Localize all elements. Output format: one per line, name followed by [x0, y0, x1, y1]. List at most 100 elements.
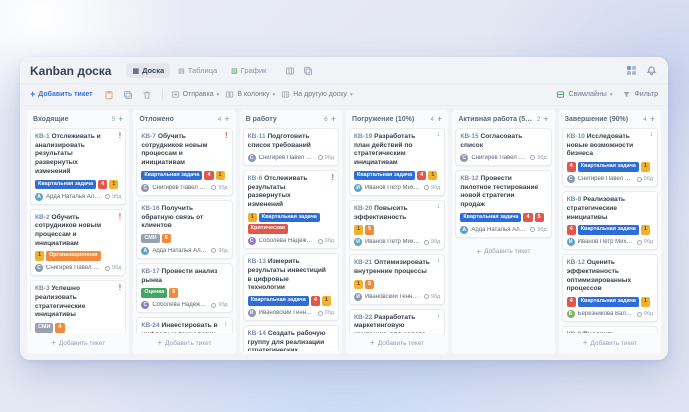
card-header: КВ-1 Отслеживать и анализировать результ… — [35, 133, 121, 177]
column-title: В работу — [245, 116, 277, 123]
kanban-card[interactable]: КВ-12 Оценить эффективность оптимизирова… — [561, 254, 658, 323]
layout-button[interactable] — [625, 64, 638, 77]
card-labels: 4 Квартальная задача 1 — [566, 297, 653, 307]
tab-board[interactable]: ▦ Доска — [126, 63, 171, 78]
kanban-card[interactable]: КВ-6 Отслеживать результаты развернутых … — [242, 169, 339, 250]
filter-button[interactable]: Фильтр — [622, 90, 658, 99]
card-labels: 1 Квартальная задача Критическая — [247, 212, 334, 234]
delete-button[interactable] — [141, 88, 154, 101]
header-mini-buttons — [283, 64, 314, 77]
card-id: КВ-11 — [247, 133, 266, 140]
add-card-button[interactable]: + — [118, 114, 124, 124]
chevron-down-icon: ▾ — [216, 91, 220, 98]
card-meta: 9бд — [636, 311, 653, 317]
avatar: Б — [566, 310, 575, 319]
card-header: КВ-12 Провести пилотное тестирование нов… — [460, 175, 546, 210]
clock-icon — [423, 239, 429, 245]
label-badge: 1 — [35, 251, 45, 261]
kanban-card[interactable]: КВ-16 Получить обратную связь от клиенто… — [136, 199, 233, 259]
view-tabs: ▦ Доска ▤ Таблица ▨ График — [126, 63, 272, 78]
label-badge: 4 — [204, 170, 214, 181]
card-header: КВ-8 Реализовать стратегические инициати… — [567, 196, 653, 222]
add-ticket-link[interactable]: + Добавить тикет — [455, 242, 551, 260]
to-other-board-menu[interactable]: На другую доску ▾ — [281, 90, 353, 99]
to-column-menu[interactable]: В колонку ▾ — [225, 90, 275, 99]
card-meta: 9бд — [211, 247, 228, 254]
kanban-card[interactable]: КВ-11 Подготовить список требований С Сниг… — [242, 128, 339, 166]
add-card-button[interactable]: + — [437, 114, 443, 124]
toolbar-right: Свимлайны ▾ Фильтр — [556, 90, 658, 99]
priority-high-icon: ! — [118, 283, 122, 293]
card-id: КВ-6 — [247, 174, 263, 182]
add-card-button[interactable]: + — [543, 114, 549, 124]
kanban-card[interactable]: КВ-2 Обучить сотрудников новым процессам… — [30, 208, 127, 277]
swimlanes-label: Свимлайны — [568, 91, 607, 98]
board-column: Отложено 4 + КВ-7 Обучить сотрудников новым… — [133, 110, 236, 354]
send-menu[interactable]: Отправка ▾ — [171, 90, 220, 99]
add-ticket-link[interactable]: + Добавить тикет — [562, 333, 658, 351]
kanban-card[interactable]: КВ-17 Провести анализ рынка Оценка 5 С Собол… — [136, 262, 233, 314]
kanban-card[interactable]: КВ-9 Внедрить оптимизированные процессы5… — [561, 326, 658, 333]
add-ticket-link[interactable]: + Добавить тикет — [136, 333, 232, 351]
swimlanes-menu[interactable]: Свимлайны ▾ — [556, 90, 612, 99]
tab-chart[interactable]: ▨ График — [225, 63, 272, 78]
label-badge: 1 — [109, 179, 119, 190]
add-card-button[interactable]: + — [649, 114, 655, 124]
kanban-card[interactable]: КВ-14 Создать рабочую группу для реализа… — [242, 325, 339, 351]
assignee-name: Иванов Петр Михайлович — [364, 239, 421, 246]
kanban-card[interactable]: КВ-12 Провести пилотное тестирование нов… — [455, 169, 552, 238]
add-ticket-link[interactable]: + Добавить тикет — [349, 333, 445, 351]
paste-button[interactable] — [103, 88, 116, 101]
plus-icon: + — [30, 89, 36, 99]
card-labels: 4 Квартальная задача 1 — [566, 225, 653, 235]
card-meta: 9бд — [636, 239, 653, 245]
kanban-card[interactable]: КВ-22 Разработать маркетинговую кампанию… — [348, 308, 446, 333]
card-list: КВ-15 Согласовать список С Снигирев Павел … — [455, 128, 552, 242]
tab-table[interactable]: ▤ Таблица — [172, 63, 223, 78]
kanban-card[interactable]: КВ-19 Разработать план действий по страт… — [348, 128, 446, 196]
add-card-button[interactable]: + — [330, 114, 336, 124]
card-header: КВ-21 Оптимизировать внутренние процессы — [354, 259, 440, 276]
add-ticket-button[interactable]: + Добавить тикет — [30, 90, 93, 99]
column-title: Отложено — [139, 116, 174, 123]
add-card-button[interactable]: + — [224, 114, 230, 124]
kanban-card[interactable]: КВ-20 Повысить эффективность ↓ 1 5 И Иванов П… — [348, 199, 446, 251]
time-in-column: 9бд — [218, 247, 228, 254]
kanban-card[interactable]: КВ-15 Согласовать список С Снигирев Павел … — [455, 128, 552, 166]
card-id: КВ-7 — [141, 133, 156, 140]
label-badge: Критическая — [247, 224, 289, 234]
assignee-name: Арда Наталья Алексеевна — [152, 247, 209, 254]
label-badge: Квартальная задача — [35, 179, 97, 190]
board-column: Завершение (90%) 4 + КВ-10 Исследовать новы… — [558, 110, 661, 354]
card-id: КВ-14 — [247, 330, 266, 338]
to-column-menu-label: В колонку — [237, 91, 270, 98]
kanban-card[interactable]: КВ-1 Отслеживать и анализировать результ… — [30, 128, 127, 205]
kanban-card[interactable]: КВ-7 Обучить сотрудников новым процессам… — [136, 128, 233, 196]
card-header: КВ-19 Разработать план действий по страт… — [354, 133, 440, 168]
kanban-card[interactable]: КВ-10 Исследовать новые возможности бизн… — [561, 128, 658, 188]
column-count: 4 — [217, 116, 222, 123]
assignee-name: Снигирев Павел Владимирович — [152, 184, 208, 191]
card-title: Отслеживать результаты развернутых измен… — [247, 174, 308, 209]
clock-icon — [636, 239, 642, 245]
board-settings-button[interactable] — [283, 64, 296, 77]
table-icon: ▤ — [178, 67, 185, 75]
add-ticket-link[interactable]: + Добавить тикет — [30, 333, 126, 351]
kanban-card[interactable]: КВ-8 Реализовать стратегические инициати… — [561, 191, 658, 251]
card-header: КВ-13 Измерить результаты инвестиций в ц… — [248, 258, 334, 293]
card-header: КВ-14 Создать рабочую группу для реализа… — [248, 330, 334, 351]
notifications-button[interactable] — [645, 64, 658, 77]
card-title: Подготовить список требований — [247, 133, 311, 149]
card-title: Разработать маркетинговую кампанию для н… — [353, 313, 426, 333]
card-title: Получить обратную связь от клиентов — [141, 204, 204, 230]
kanban-card[interactable]: КВ-3 Успешно реализовать стратегические … — [30, 280, 127, 333]
copy-board-button[interactable] — [301, 64, 314, 77]
duplicate-button[interactable] — [122, 88, 135, 101]
kanban-card[interactable]: КВ-21 Оптимизировать внутренние процессы… — [348, 254, 446, 305]
kanban-card[interactable]: КВ-24 Инвестировать в цифровые технологи… — [136, 317, 233, 333]
kanban-card[interactable]: КВ-13 Измерить результаты инвестиций в ц… — [242, 253, 339, 322]
label-badge: 5 — [365, 225, 375, 235]
card-title: Внедрить оптимизированные процессы — [567, 331, 632, 333]
